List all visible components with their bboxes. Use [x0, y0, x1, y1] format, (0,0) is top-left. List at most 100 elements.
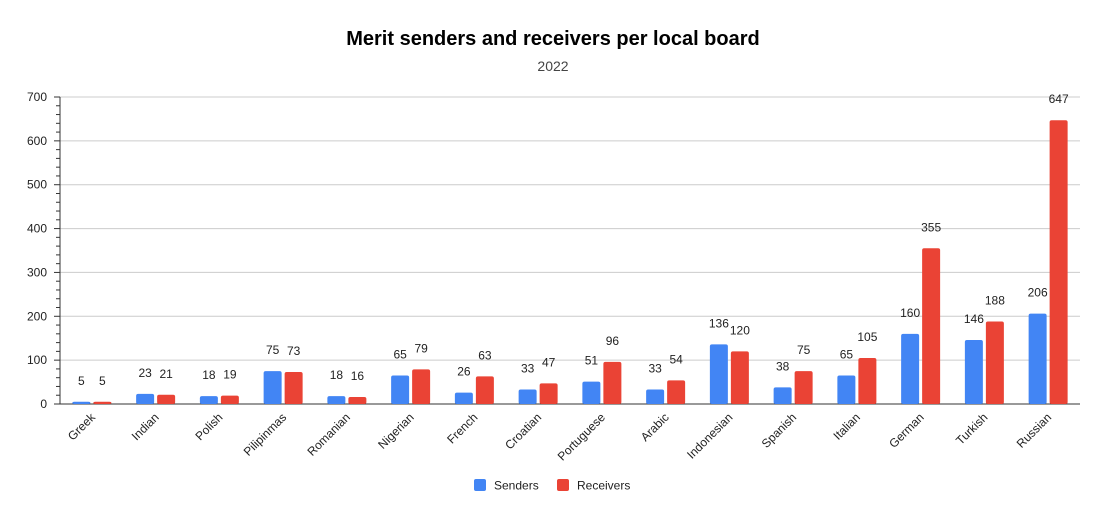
- bar-receivers-indian[interactable]: [157, 394, 176, 404]
- bar-receivers-portuguese[interactable]: [603, 361, 622, 404]
- bar-senders-turkish[interactable]: [964, 339, 983, 404]
- data-label-receivers-nigerian: 79: [414, 341, 428, 355]
- y-tick-label: 400: [27, 222, 47, 236]
- data-label-receivers-greek: 5: [99, 374, 106, 388]
- y-tick-label: 200: [27, 309, 47, 323]
- bar-senders-russian[interactable]: [1028, 313, 1047, 404]
- data-label-senders-croatian: 33: [521, 362, 535, 376]
- data-label-senders-polish: 18: [202, 368, 216, 382]
- legend-swatch-senders: [474, 479, 486, 491]
- data-label-receivers-romanian: 16: [351, 369, 365, 383]
- chart-subtitle: 2022: [537, 58, 568, 74]
- chart-title: Merit senders and receivers per local bo…: [346, 28, 760, 50]
- data-label-senders-portuguese: 51: [585, 354, 599, 368]
- x-category-label: Indian: [129, 410, 162, 443]
- data-label-senders-italian: 65: [840, 347, 854, 361]
- y-tick-label: 500: [27, 178, 47, 192]
- bar-receivers-pilipinmas[interactable]: [284, 371, 303, 404]
- data-label-senders-spanish: 38: [776, 359, 790, 373]
- bars: [72, 120, 1068, 404]
- data-label-receivers-indonesian: 120: [730, 323, 750, 337]
- data-label-receivers-german: 355: [921, 220, 941, 234]
- data-label-receivers-turkish: 188: [985, 294, 1005, 308]
- bar-senders-arabic[interactable]: [646, 389, 665, 404]
- data-label-senders-greek: 5: [78, 374, 85, 388]
- gridlines: [60, 96, 1080, 361]
- legend-label-receivers: Receivers: [577, 479, 630, 493]
- data-label-receivers-pilipinmas: 73: [287, 344, 301, 358]
- bar-receivers-spanish[interactable]: [794, 371, 813, 404]
- category-labels: Greek Indian Polish Pilipinmas Romanian Niger…: [65, 410, 1054, 464]
- data-labels: 5 5 23 21 18 19 75 73 18 16 65 79 26 63 33 47 51 96 33 54 13…: [78, 92, 1069, 388]
- bar-receivers-romanian[interactable]: [348, 396, 367, 404]
- bar-receivers-italian[interactable]: [858, 357, 877, 404]
- data-label-senders-german: 160: [900, 306, 920, 320]
- y-tick-label: 700: [27, 90, 47, 104]
- data-label-receivers-french: 63: [478, 348, 492, 362]
- x-category-label: Polish: [192, 410, 225, 443]
- y-tick-label: 600: [27, 134, 47, 148]
- legend-item-receivers[interactable]: Receivers: [557, 479, 630, 493]
- data-label-senders-romanian: 18: [330, 368, 344, 382]
- x-category-label: Arabic: [638, 410, 672, 444]
- bar-senders-indian[interactable]: [136, 393, 155, 404]
- data-label-senders-turkish: 146: [964, 312, 984, 326]
- bar-receivers-french[interactable]: [475, 376, 494, 404]
- data-label-senders-indian: 23: [138, 366, 152, 380]
- x-category-label: French: [444, 410, 480, 446]
- data-label-senders-pilipinmas: 75: [266, 343, 280, 357]
- x-category-label: German: [886, 410, 927, 451]
- legend-label-senders: Senders: [494, 479, 539, 493]
- y-tick-label: 0: [40, 397, 47, 411]
- bar-senders-indonesian[interactable]: [709, 344, 728, 404]
- bar-senders-polish[interactable]: [199, 396, 218, 404]
- x-category-label: Croatian: [502, 410, 544, 452]
- data-label-receivers-polish: 19: [223, 368, 237, 382]
- bar-senders-french[interactable]: [454, 392, 473, 404]
- bar-receivers-turkish[interactable]: [985, 321, 1004, 404]
- bar-receivers-indonesian[interactable]: [730, 351, 749, 404]
- x-category-label: Russian: [1014, 410, 1055, 451]
- data-label-receivers-portuguese: 96: [606, 334, 620, 348]
- y-tick-label: 300: [27, 265, 47, 279]
- data-label-receivers-arabic: 54: [669, 352, 683, 366]
- bar-senders-romanian[interactable]: [327, 396, 346, 404]
- data-label-receivers-italian: 105: [857, 330, 877, 344]
- x-category-label: Spanish: [759, 410, 800, 451]
- bar-receivers-german[interactable]: [922, 248, 941, 404]
- legend-swatch-receivers: [557, 479, 569, 491]
- data-label-senders-nigerian: 65: [393, 347, 407, 361]
- bar-senders-italian[interactable]: [837, 375, 856, 404]
- bar-receivers-greek[interactable]: [93, 401, 112, 404]
- y-tick-label: 100: [27, 353, 47, 367]
- data-label-receivers-croatian: 47: [542, 355, 556, 369]
- bar-senders-german[interactable]: [901, 333, 920, 404]
- x-category-label: Turkish: [953, 410, 990, 447]
- data-label-receivers-indian: 21: [159, 367, 173, 381]
- bar-senders-pilipinmas[interactable]: [263, 371, 282, 404]
- data-label-senders-arabic: 33: [648, 362, 662, 376]
- data-label-senders-russian: 206: [1028, 286, 1048, 300]
- bar-receivers-polish[interactable]: [220, 395, 239, 404]
- bar-receivers-arabic[interactable]: [667, 380, 686, 404]
- x-category-label: Indonesian: [684, 410, 735, 461]
- x-category-label: Italian: [830, 410, 863, 443]
- bar-receivers-croatian[interactable]: [539, 383, 558, 404]
- x-category-label: Portuguese: [555, 410, 609, 464]
- bar-senders-nigerian[interactable]: [391, 375, 410, 404]
- bar-senders-spanish[interactable]: [773, 387, 792, 404]
- legend: Senders Receivers: [474, 479, 630, 493]
- x-category-label: Greek: [65, 410, 99, 444]
- bar-senders-greek[interactable]: [72, 401, 91, 404]
- bar-senders-croatian[interactable]: [518, 389, 537, 404]
- data-label-senders-french: 26: [457, 365, 471, 379]
- x-category-label: Nigerian: [375, 410, 417, 452]
- bar-senders-portuguese[interactable]: [582, 381, 601, 404]
- legend-item-senders[interactable]: Senders: [474, 479, 539, 493]
- bar-receivers-nigerian[interactable]: [412, 369, 431, 404]
- data-label-receivers-russian: 647: [1049, 92, 1069, 106]
- bar-receivers-russian[interactable]: [1049, 120, 1068, 404]
- x-category-label: Pilipinmas: [241, 410, 290, 459]
